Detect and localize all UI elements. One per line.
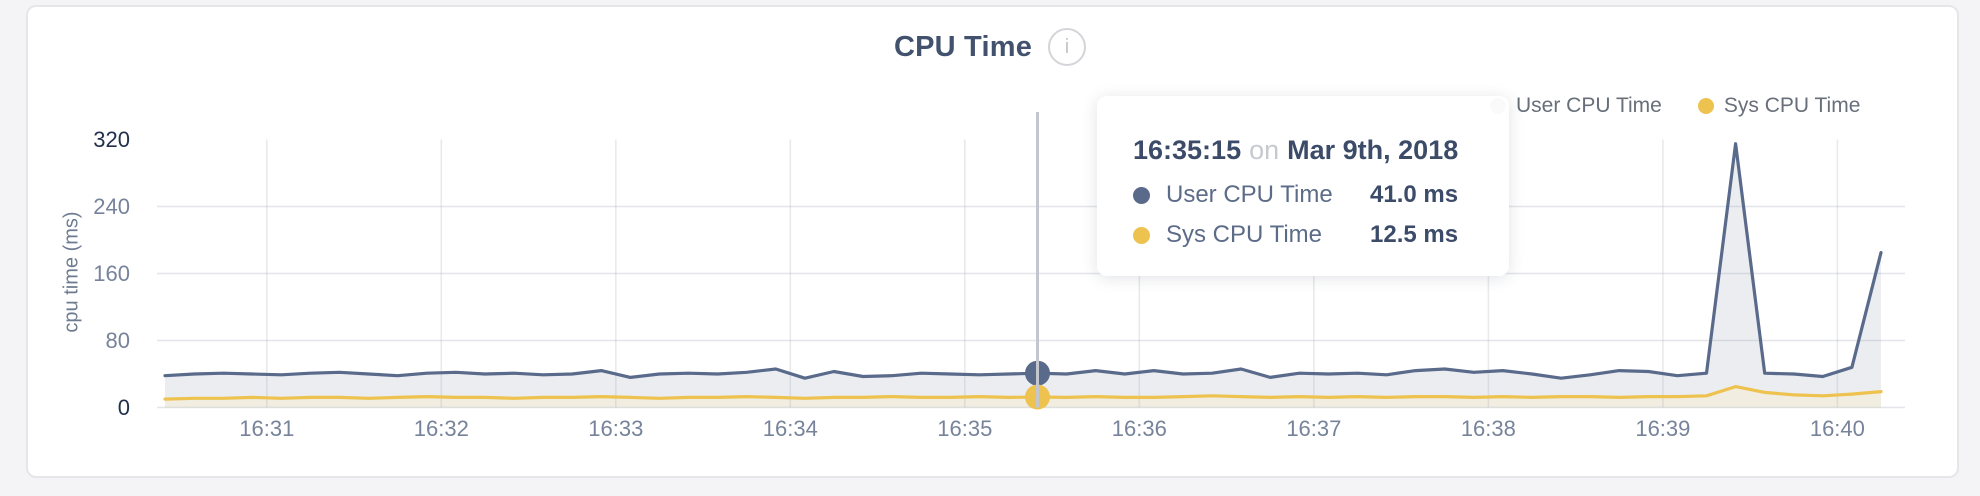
legend-dot xyxy=(1697,98,1714,114)
user-series-dot xyxy=(1133,186,1150,204)
sys-series-dot xyxy=(1133,226,1150,244)
y-tick-label: 0 xyxy=(117,394,130,420)
x-tick-label: 16:34 xyxy=(762,416,818,441)
y-tick-label: 160 xyxy=(93,260,130,286)
chart-header: CPU Time i xyxy=(0,28,1980,66)
tooltip-time: 16:35:15 xyxy=(1133,135,1242,165)
sys-cpu-line xyxy=(163,385,1883,401)
user-cpu-area xyxy=(165,143,1881,408)
user-cpu-line xyxy=(163,142,1883,380)
chart-tooltip: 16:35:15 on Mar 9th, 2018 User CPU Time 41… xyxy=(1097,96,1509,276)
tooltip-connector: on xyxy=(1249,135,1280,165)
x-tick-label: 16:39 xyxy=(1635,416,1691,441)
tooltip-user-value: 41.0 ms xyxy=(1370,181,1459,208)
tooltip-row-sys: Sys CPU Time 12.5 ms xyxy=(1133,220,1509,250)
x-tick-label: 16:37 xyxy=(1286,416,1342,441)
chart-legend: User CPU Time Sys CPU Time xyxy=(1490,94,1860,118)
tooltip-header: 16:35:15 on Mar 9th, 2018 xyxy=(1133,134,1509,166)
x-tick-label: 16:32 xyxy=(413,416,469,441)
tooltip-date: Mar 9th, 2018 xyxy=(1287,135,1459,165)
x-tick-label: 16:35 xyxy=(937,416,993,441)
y-tick-label: 320 xyxy=(93,126,130,152)
legend-item-sys-cpu-time[interactable]: Sys CPU Time xyxy=(1697,94,1861,118)
x-tick-label: 16:40 xyxy=(1809,416,1865,441)
tooltip-user-label: User CPU Time xyxy=(1166,181,1333,208)
info-icon-glyph: i xyxy=(1064,36,1070,58)
x-tick-label: 16:33 xyxy=(588,416,644,441)
chart-title: CPU Time xyxy=(893,30,1033,63)
x-tick-label: 16:38 xyxy=(1460,416,1516,441)
legend-label: Sys CPU Time xyxy=(1723,94,1861,117)
x-tick-label: 16:36 xyxy=(1111,416,1167,441)
x-tick-label: 16:31 xyxy=(239,416,295,441)
y-tick-label: 80 xyxy=(105,327,130,353)
info-icon[interactable]: i xyxy=(1048,28,1087,66)
legend-item-user-cpu-time[interactable]: User CPU Time xyxy=(1490,94,1662,118)
tooltip-sys-value: 12.5 ms xyxy=(1370,221,1459,248)
tooltip-sys-label: Sys CPU Time xyxy=(1166,221,1323,248)
legend-label: User CPU Time xyxy=(1516,94,1662,117)
y-tick-label: 240 xyxy=(93,193,130,219)
sys-cpu-area xyxy=(165,386,1881,408)
tooltip-row-user: User CPU Time 41.0 ms xyxy=(1133,180,1509,210)
